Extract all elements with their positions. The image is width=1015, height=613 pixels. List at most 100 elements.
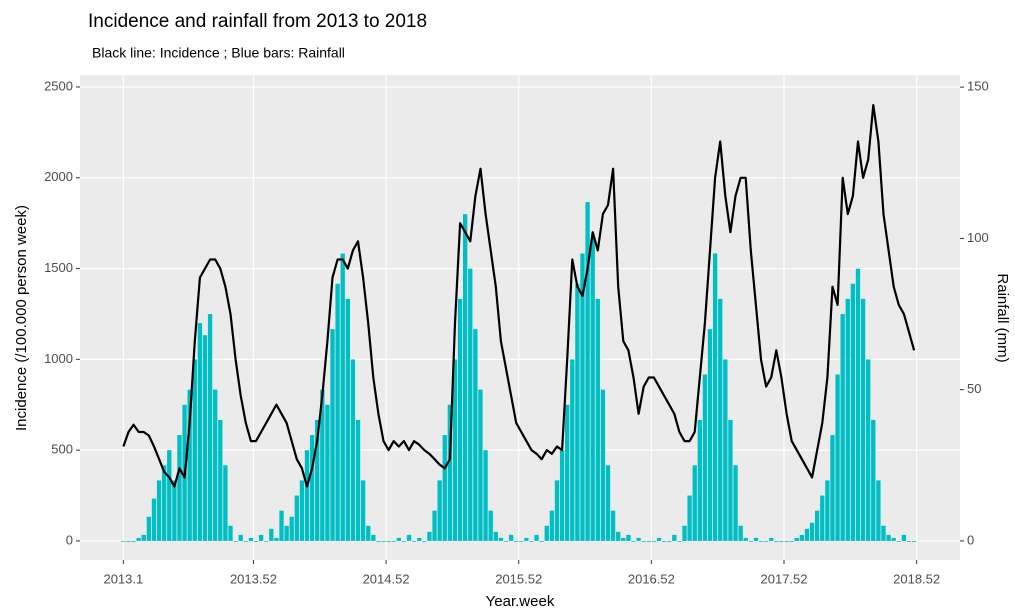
rain-bar [743,537,748,541]
rain-bar [534,534,539,541]
rain-bar [473,329,478,541]
rain-bar [763,540,769,542]
rain-bar [774,540,779,542]
rain-bar [192,359,197,541]
rain-bar [432,510,437,541]
rain-bar [723,359,728,541]
y2-tick-label: 50 [967,381,981,396]
rain-bar [386,540,391,542]
rain-bar [575,283,580,541]
rain-bar [457,298,463,541]
y-tick-label: 0 [66,532,73,547]
rain-bar [697,419,702,541]
rain-bar [478,389,483,541]
rain-bar [707,329,713,541]
rain-bar [156,480,162,541]
y2-tick-label: 0 [967,532,974,547]
rain-bar [223,465,228,541]
rain-bar [621,537,626,541]
rain-bar [809,522,815,541]
rain-bar [789,540,794,542]
rain-bar [559,450,565,541]
rain-bar [850,283,856,541]
rain-bar [508,534,514,541]
rain-bar [284,525,289,541]
rain-bar [447,404,453,541]
rain-bar [911,540,917,542]
rain-bar [320,389,325,541]
rain-bar [131,540,136,542]
rain-bar [238,534,243,541]
rain-bar [197,323,203,541]
rain-bar [733,465,738,541]
rain-bar [391,540,396,542]
rain-bar [514,540,519,542]
x-tick-label: 2014.52 [363,571,410,586]
rain-bar [881,525,886,541]
rain-bar [590,238,595,541]
rain-bar [294,495,299,541]
rain-bar [248,537,254,541]
rain-bar [565,404,570,541]
x-tick-label: 2013.1 [103,571,143,586]
rain-bar [315,419,320,541]
x-tick-label: 2017.52 [761,571,808,586]
rain-bar [503,540,509,542]
rain-bar [641,540,646,542]
rain-bar [167,450,172,541]
rain-bar [141,534,146,541]
rain-bar [784,540,789,542]
rain-bar [646,540,651,542]
rain-bar [753,537,759,541]
rain-bar [845,298,850,541]
rain-bar [814,510,820,541]
y-tick-label: 500 [51,442,73,457]
rain-bar [825,480,830,541]
rain-bar [345,298,350,541]
rain-bar [554,480,560,541]
rain-bar [269,528,274,541]
rain-bar [595,298,600,541]
rain-bar [325,404,330,541]
chart-title: Incidence and rainfall from 2013 to 2018 [88,11,427,32]
rain-bar [677,540,682,542]
rain-bar [860,298,866,541]
rain-bar [661,540,667,542]
rain-bar [728,419,733,541]
rain-bar [376,540,381,542]
rain-bar [901,534,907,541]
rain-bar [830,435,835,541]
rain-bar [172,480,177,541]
rain-bar [417,537,422,541]
rain-bar [452,359,458,541]
rain-bar [335,283,340,541]
y-tick-label: 1500 [44,260,73,275]
rain-bar [779,540,784,542]
rain-bar [309,435,315,541]
rain-bar [758,540,764,542]
rain-bar [835,374,840,541]
rain-bar [712,253,718,541]
rain-bar [651,540,657,542]
rain-bar [631,540,636,542]
rain-bar [488,510,493,541]
rain-bar [340,253,345,541]
rain-bar [580,253,585,541]
rain-bar [493,531,498,541]
rain-bar [804,528,810,541]
rain-bar [274,537,279,541]
rain-bar [427,531,432,541]
rain-bar [162,465,167,541]
x-tick-label: 2015.52 [495,571,542,586]
y-axis-title: Incidence (/100.000 person week) [13,205,30,431]
rain-bar [498,537,504,541]
rain-bar [233,540,238,542]
rain-bar [462,214,468,541]
rain-bar [202,335,208,541]
rain-bar [187,389,192,541]
rain-bar [437,480,442,541]
rain-bar [866,359,871,541]
x-tick-label: 2013.52 [230,571,277,586]
x-axis-title: Year.week [486,593,555,610]
